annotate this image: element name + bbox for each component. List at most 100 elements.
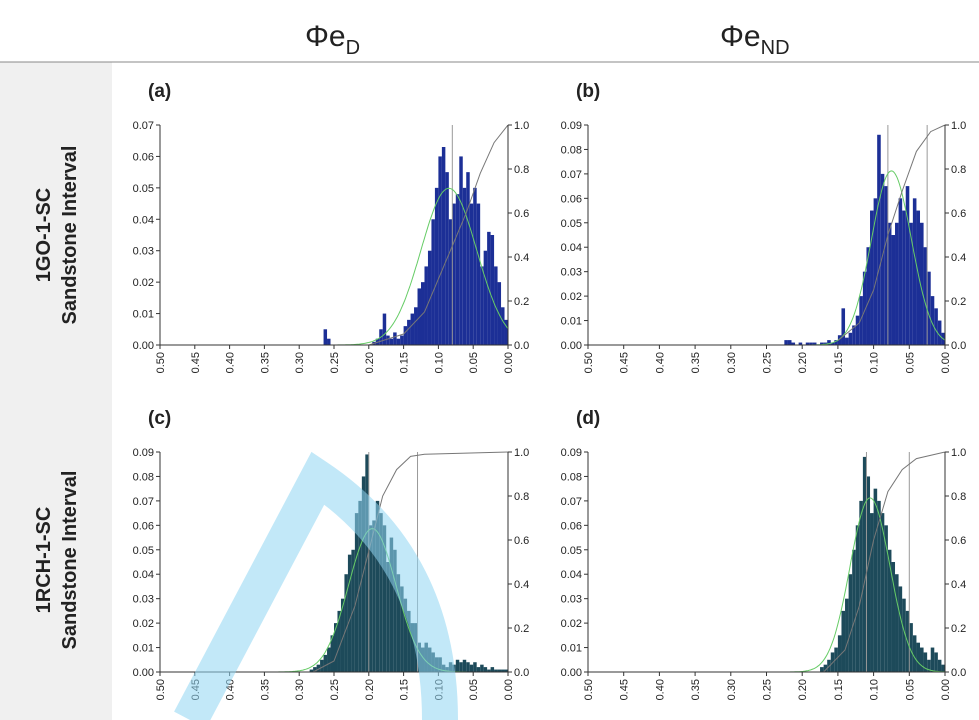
- histogram-bar: [483, 250, 488, 345]
- histogram-bar: [476, 667, 481, 672]
- x-tick-label: 0.25: [329, 352, 341, 373]
- histogram-bar: [469, 664, 474, 672]
- histogram-bar: [848, 574, 853, 672]
- histogram-bar: [870, 210, 874, 345]
- y2-tick-label: 0.6: [514, 208, 529, 220]
- histogram-bar: [880, 513, 885, 672]
- histogram-bar: [934, 308, 938, 345]
- histogram-bar: [887, 549, 892, 672]
- y2-tick-label: 0.0: [514, 667, 529, 679]
- histogram-bar: [396, 338, 401, 345]
- histogram-bar: [466, 662, 470, 672]
- histogram-bar: [400, 586, 404, 672]
- histogram-bar: [410, 623, 415, 672]
- y2-tick-label: 0.0: [514, 340, 529, 352]
- histogram-bar: [417, 288, 421, 345]
- row-label-line: 1RCH-1-SC: [33, 507, 55, 614]
- histogram-bar: [902, 598, 906, 672]
- x-tick-label: 0.00: [503, 352, 515, 373]
- x-tick-label: 0.40: [654, 679, 666, 700]
- y-tick-label: 0.03: [561, 267, 582, 279]
- histogram-bar: [344, 574, 348, 672]
- histogram-bar: [884, 525, 888, 672]
- histogram-bar: [337, 610, 341, 672]
- normal-curve: [811, 170, 946, 346]
- histogram-bar: [909, 623, 913, 672]
- histogram-bar: [462, 659, 467, 672]
- y2-tick-label: 0.0: [951, 667, 966, 679]
- histogram-bar: [877, 500, 881, 672]
- y-tick-label: 0.08: [133, 471, 154, 483]
- histogram-bar: [382, 525, 387, 672]
- x-tick-label: 0.25: [762, 352, 774, 373]
- histogram-bar: [504, 669, 508, 672]
- histogram-bar: [361, 476, 366, 672]
- x-tick-label: 0.00: [940, 679, 952, 700]
- histogram-bar: [473, 662, 477, 672]
- histogram-bar: [497, 669, 502, 672]
- histogram-bar: [327, 338, 331, 345]
- histogram-bar: [375, 500, 380, 672]
- y-tick-label: 0.00: [133, 667, 154, 679]
- y-tick-label: 0.03: [561, 594, 582, 606]
- watermark: [174, 451, 458, 720]
- histogram-bar: [823, 664, 828, 672]
- histogram-bar: [403, 326, 408, 345]
- histogram-bar: [841, 610, 846, 672]
- panel-title: (b): [576, 81, 600, 102]
- histogram-bar: [334, 623, 338, 672]
- histogram-bar: [455, 659, 460, 672]
- histogram-bar: [930, 296, 935, 345]
- histogram-bar: [909, 222, 913, 345]
- histogram-bar: [407, 319, 411, 345]
- histogram-bar: [905, 186, 910, 345]
- histogram-bar: [891, 562, 896, 672]
- histogram-bar: [916, 642, 921, 672]
- cdf-line: [368, 124, 509, 346]
- panel-title: (d): [576, 408, 600, 429]
- histogram-bar: [902, 210, 906, 345]
- histogram-bar: [859, 296, 863, 345]
- histogram-bar: [504, 319, 508, 345]
- histogram-bar: [501, 669, 505, 672]
- histogram-bar: [820, 342, 824, 345]
- x-tick-label: 0.20: [364, 352, 376, 373]
- y2-tick-label: 0.2: [514, 296, 529, 308]
- x-tick-label: 0.00: [503, 679, 515, 700]
- histogram-bar: [403, 598, 408, 672]
- histogram-bar: [870, 513, 874, 672]
- x-tick-label: 0.30: [294, 352, 306, 373]
- histogram-bar: [330, 635, 334, 672]
- x-tick-label: 0.15: [399, 352, 411, 373]
- histogram-bar: [916, 210, 921, 345]
- x-tick-label: 0.45: [619, 352, 631, 373]
- y2-tick-label: 0.4: [951, 252, 966, 264]
- histogram-bar: [920, 647, 924, 672]
- y-tick-label: 0.01: [133, 643, 154, 655]
- histogram-bar: [466, 172, 470, 345]
- histogram-bar: [372, 520, 376, 672]
- x-tick-label: 0.15: [833, 679, 845, 700]
- y-tick-label: 0.02: [561, 291, 582, 303]
- row-label: 1RCH-1-SC Sandstone Interval: [33, 471, 81, 650]
- histogram-bar: [327, 647, 331, 672]
- panel-title: (c): [148, 408, 171, 429]
- y-tick-label: 0.04: [133, 569, 154, 581]
- x-tick-label: 0.10: [869, 352, 881, 373]
- histogram-bar: [459, 156, 463, 345]
- histogram-bar: [480, 664, 484, 672]
- y-tick-label: 0.08: [561, 471, 582, 483]
- normal-curve: [790, 497, 945, 673]
- y-tick-label: 0.06: [561, 193, 582, 205]
- histogram-bar: [483, 667, 488, 672]
- histogram-bar: [866, 247, 871, 345]
- histogram-bar: [487, 669, 491, 672]
- y2-tick-label: 0.8: [951, 164, 966, 176]
- y-tick-label: 0.02: [133, 277, 154, 289]
- histogram-bar: [455, 194, 460, 345]
- x-tick-label: 0.00: [940, 352, 952, 373]
- histogram-bar: [448, 219, 453, 345]
- column-header-sub: ND: [761, 37, 790, 59]
- column-header-sub: D: [346, 37, 360, 59]
- histogram-bar: [323, 329, 328, 345]
